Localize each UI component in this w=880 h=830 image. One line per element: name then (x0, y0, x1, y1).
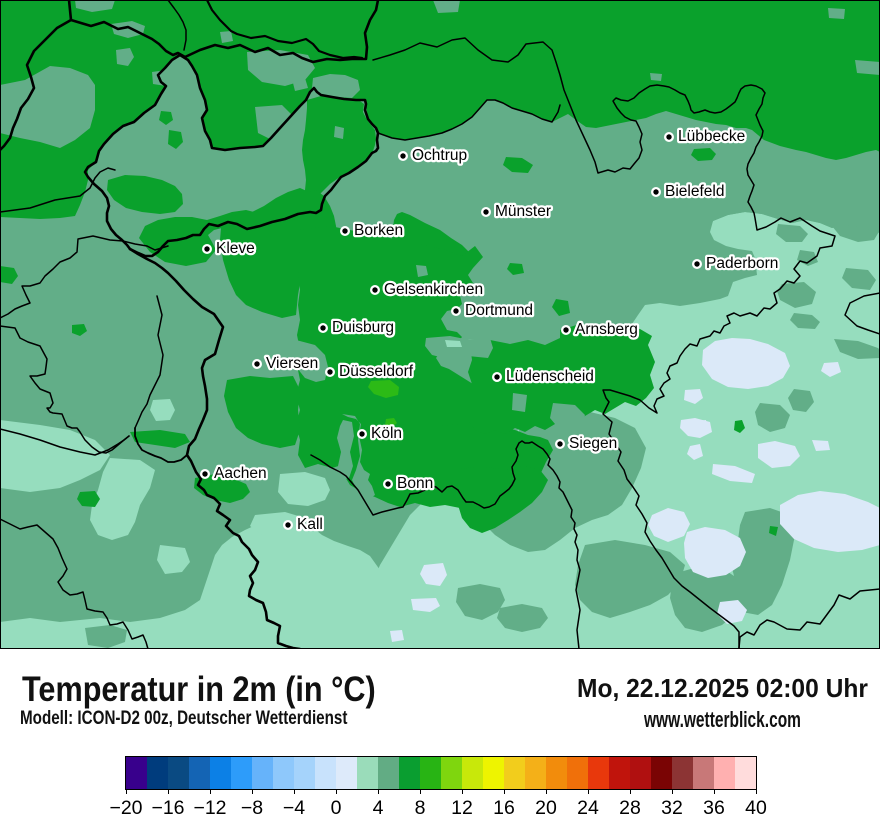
svg-text:Duisburg: Duisburg (332, 319, 394, 336)
svg-text:Bonn: Bonn (397, 475, 433, 492)
svg-text:Bielefeld: Bielefeld (665, 183, 724, 200)
svg-text:Dortmund: Dortmund (465, 302, 533, 319)
svg-text:Gelsenkirchen: Gelsenkirchen (384, 281, 483, 298)
svg-text:Viersen: Viersen (266, 355, 318, 372)
svg-text:Paderborn: Paderborn (706, 255, 778, 272)
svg-text:Kleve: Kleve (216, 240, 255, 257)
svg-text:Köln: Köln (371, 425, 402, 442)
svg-text:Münster: Münster (495, 203, 551, 220)
svg-text:Ochtrup: Ochtrup (412, 147, 467, 164)
svg-text:Borken: Borken (354, 222, 403, 239)
svg-text:Siegen: Siegen (569, 435, 617, 452)
svg-text:Kall: Kall (297, 516, 323, 533)
svg-text:Lüdenscheid: Lüdenscheid (506, 368, 594, 385)
svg-text:Düsseldorf: Düsseldorf (339, 363, 414, 380)
svg-text:Lübbecke: Lübbecke (678, 128, 745, 145)
svg-text:Aachen: Aachen (214, 465, 267, 482)
svg-text:Arnsberg: Arnsberg (575, 321, 638, 338)
